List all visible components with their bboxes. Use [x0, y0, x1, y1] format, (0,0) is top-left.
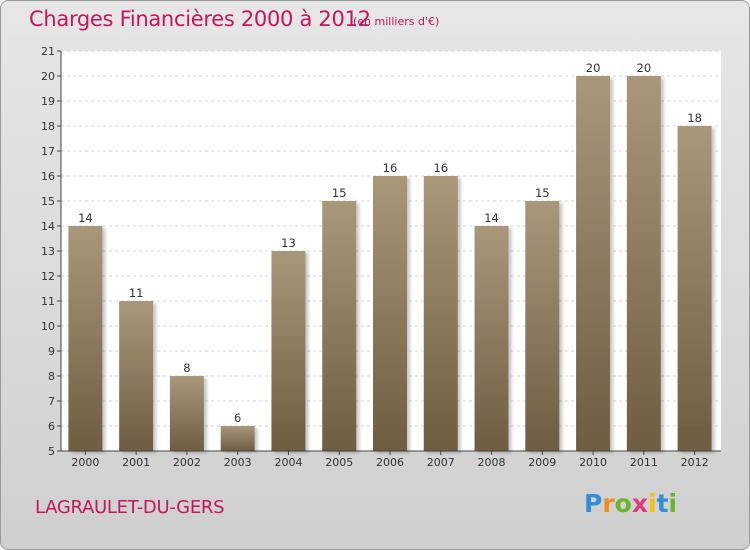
value-label: 15 — [535, 186, 550, 200]
location-name: LAGRAULET-DU-GERS — [35, 497, 225, 518]
x-tick-label: 2005 — [325, 456, 353, 469]
x-tick-label: 2006 — [376, 456, 404, 469]
x-tick-label: 2002 — [173, 456, 201, 469]
value-label: 20 — [586, 61, 601, 75]
x-tick-label: 2010 — [579, 456, 607, 469]
bar-2010 — [576, 76, 611, 451]
y-tick-label: 15 — [41, 195, 55, 208]
proxiti-logo[interactable]: Proxiti — [584, 489, 678, 518]
x-tick-label: 2001 — [122, 456, 150, 469]
y-tick-label: 7 — [48, 395, 55, 408]
x-tick-label: 2012 — [681, 456, 709, 469]
y-tick-label: 13 — [41, 245, 55, 258]
bar-2008 — [474, 226, 509, 451]
x-tick-label: 2004 — [274, 456, 302, 469]
bar-2011 — [626, 76, 661, 451]
value-label: 20 — [637, 61, 652, 75]
y-tick-label: 6 — [48, 420, 55, 433]
bars: 14 11 8 6 13 15 16 16 14 15 20 20 18 — [68, 61, 712, 451]
value-label: 16 — [433, 161, 448, 175]
x-tick-label: 2009 — [528, 456, 556, 469]
value-label: 14 — [78, 211, 93, 225]
bar-2007 — [423, 176, 458, 451]
value-label: 6 — [234, 411, 241, 425]
y-tick-label: 5 — [48, 445, 55, 458]
value-label: 13 — [281, 236, 296, 250]
bar-2005 — [322, 201, 357, 451]
y-tick-label: 12 — [41, 270, 55, 283]
value-label: 15 — [332, 186, 347, 200]
bar-2006 — [373, 176, 407, 451]
y-tick-label: 17 — [41, 145, 55, 158]
y-tick-label: 11 — [41, 295, 55, 308]
bar-2003 — [220, 426, 255, 451]
y-tick-label: 9 — [48, 345, 55, 358]
bar-2004 — [271, 251, 306, 451]
value-label: 16 — [383, 161, 398, 175]
x-tick-label: 2003 — [224, 456, 252, 469]
y-tick-label: 21 — [41, 45, 55, 58]
x-tick-label: 2008 — [478, 456, 506, 469]
axes: 5 6 7 8 9 10 11 12 13 14 15 16 17 18 19 20 21 2000 2001 200… — [41, 45, 721, 469]
y-tick-label: 14 — [41, 220, 55, 233]
y-tick-label: 20 — [41, 70, 55, 83]
bar-2012 — [677, 126, 712, 451]
chart-title: Charges Financières 2000 à 2012 — [29, 7, 371, 31]
y-tick-label: 16 — [41, 170, 55, 183]
bar-2002 — [169, 376, 204, 451]
value-label: 18 — [687, 111, 702, 125]
value-label: 11 — [129, 286, 144, 300]
chart-subtitle: (en milliers d'€) — [353, 15, 440, 28]
x-tick-label: 2011 — [630, 456, 658, 469]
bar-2001 — [119, 301, 154, 451]
y-tick-label: 19 — [41, 95, 55, 108]
y-tick-label: 10 — [41, 320, 55, 333]
value-label: 8 — [183, 361, 190, 375]
y-tick-label: 8 — [48, 370, 55, 383]
bar-2000 — [68, 226, 103, 451]
y-tick-label: 18 — [41, 120, 55, 133]
x-tick-label: 2000 — [71, 456, 99, 469]
x-tick-label: 2007 — [427, 456, 455, 469]
bar-2009 — [525, 201, 560, 451]
value-label: 14 — [484, 211, 499, 225]
